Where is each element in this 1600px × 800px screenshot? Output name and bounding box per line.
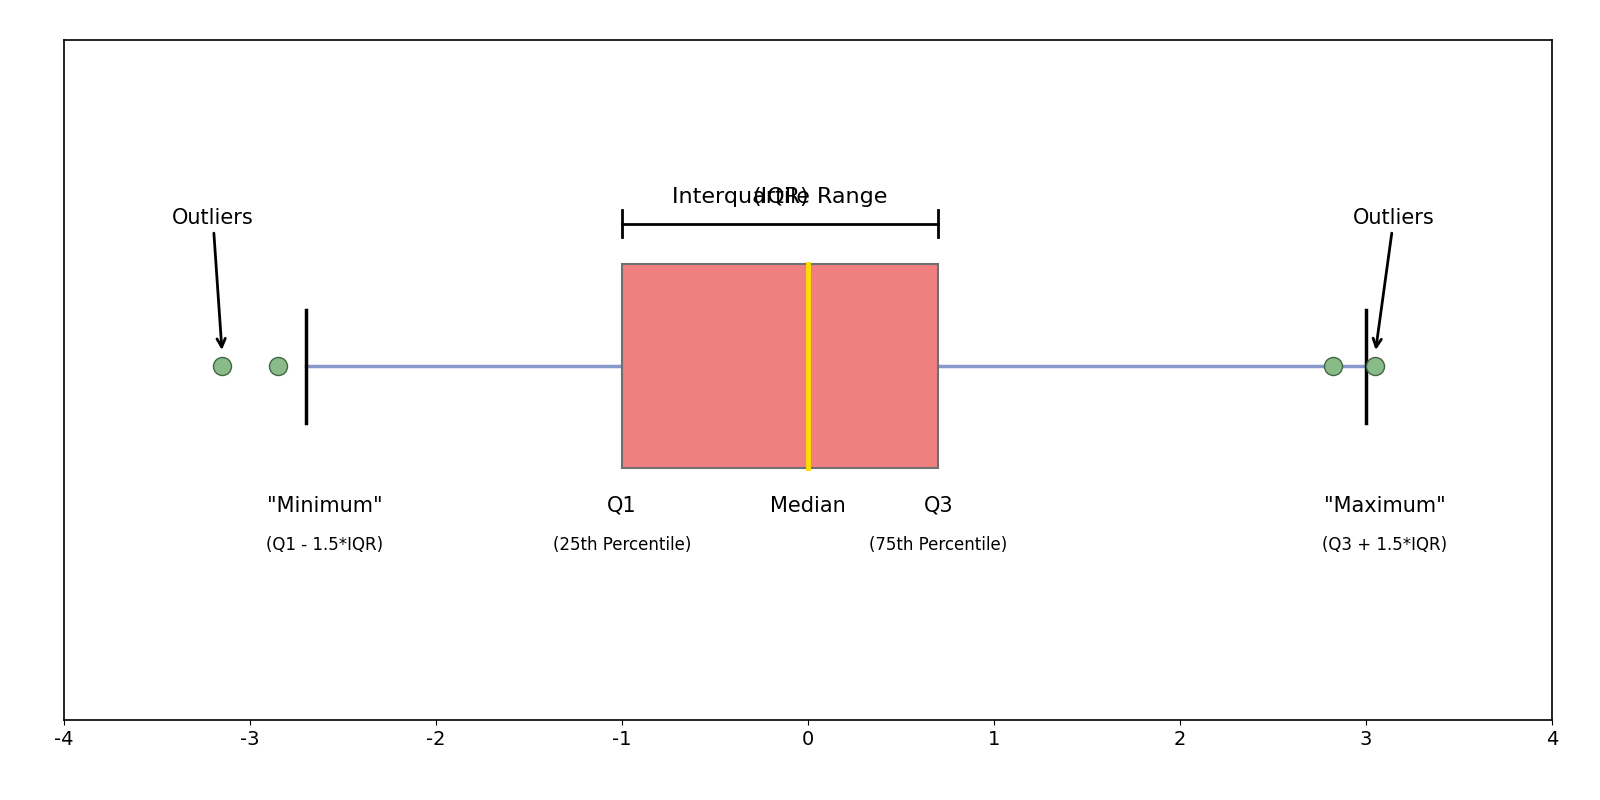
Text: Interquartile Range: Interquartile Range [672,186,888,206]
Text: (Q1 - 1.5*IQR): (Q1 - 1.5*IQR) [266,536,382,554]
Text: (25th Percentile): (25th Percentile) [554,536,691,554]
Text: "Maximum": "Maximum" [1323,495,1445,516]
Bar [622,265,938,469]
Text: Q1: Q1 [606,495,637,516]
Text: Outliers: Outliers [1354,208,1435,347]
Text: Q3: Q3 [923,495,954,516]
Text: "Minimum": "Minimum" [267,495,382,516]
Text: Outliers: Outliers [171,208,254,347]
Text: Median: Median [770,495,846,516]
Text: (IQR): (IQR) [752,163,808,206]
Text: (75th Percentile): (75th Percentile) [869,536,1008,554]
Text: (Q3 + 1.5*IQR): (Q3 + 1.5*IQR) [1322,536,1446,554]
